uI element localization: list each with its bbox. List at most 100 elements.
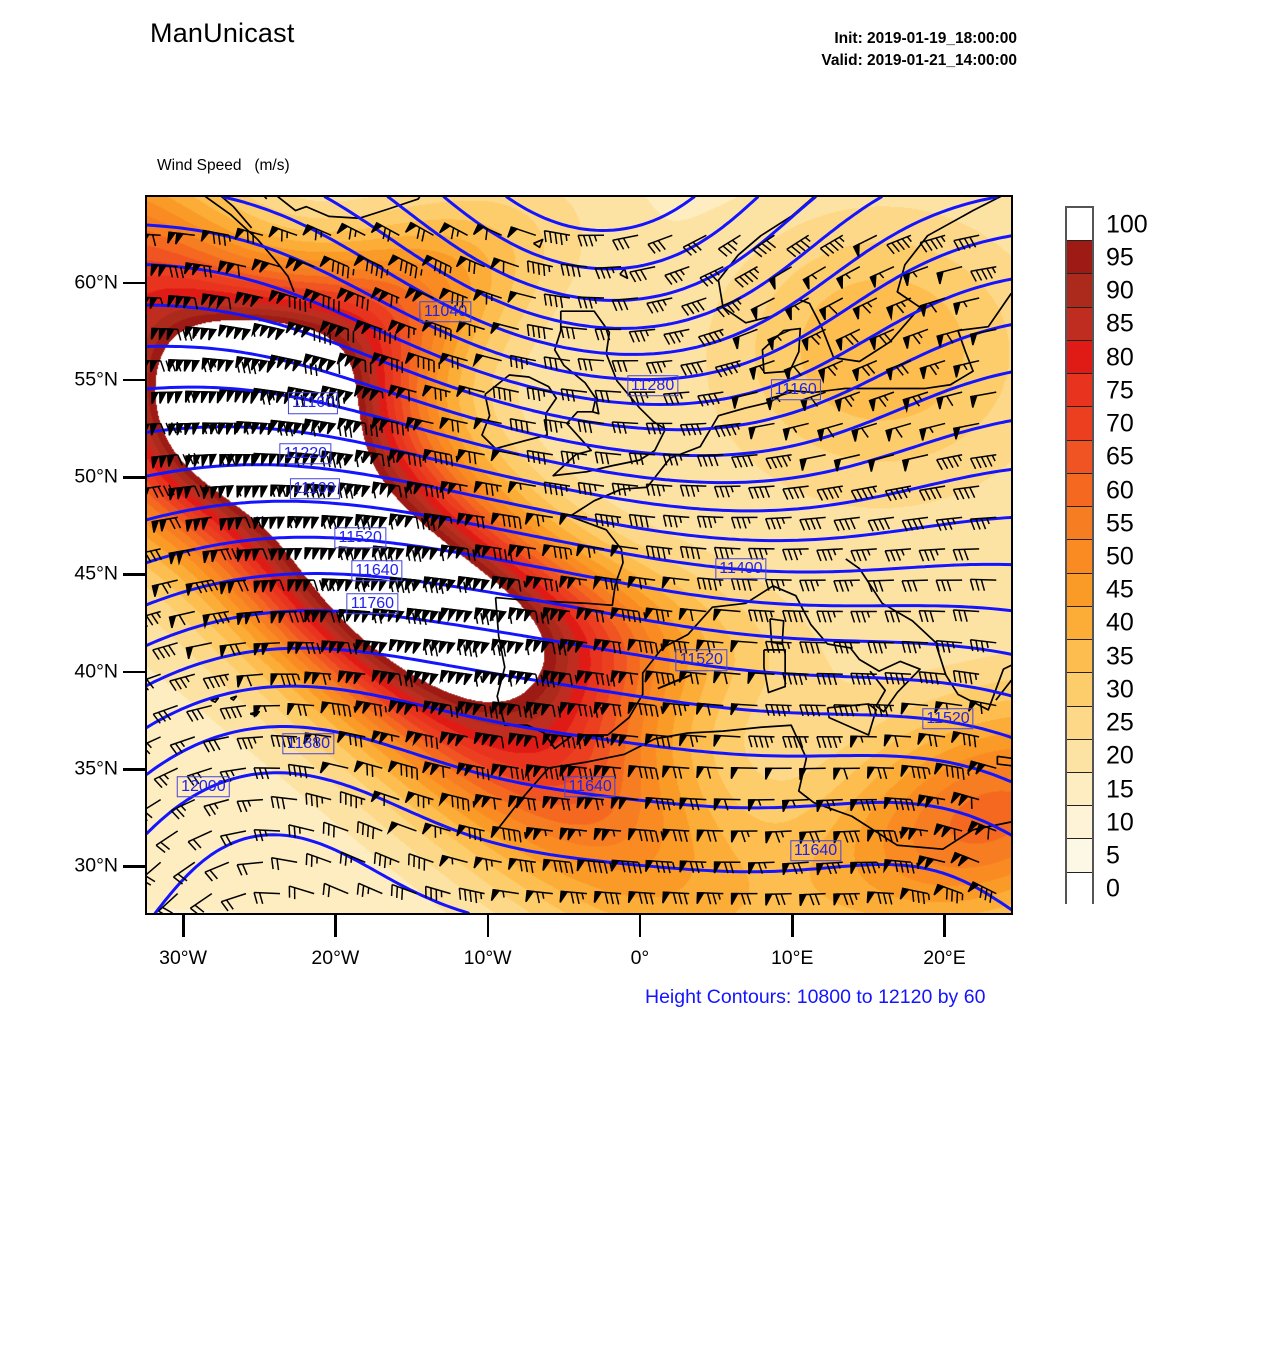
- wind-barb-full: [209, 869, 218, 880]
- wind-barb-full: [576, 265, 581, 278]
- wind-barb-full: [191, 710, 199, 721]
- wind-barb-full: [753, 548, 759, 560]
- wind-barb-full: [706, 830, 712, 842]
- wind-barb-full: [258, 767, 264, 780]
- wind-barb-full: [338, 362, 341, 375]
- wind-barb-full: [713, 486, 719, 498]
- wind-barb-full: [634, 391, 640, 404]
- wind-barb-full: [348, 228, 352, 240]
- wind-barb-full: [871, 862, 877, 874]
- wind-barb-full: [147, 812, 153, 819]
- wind-barb-pennant: [310, 453, 320, 466]
- wind-barb-full: [189, 907, 198, 913]
- wind-barb-half: [696, 485, 700, 493]
- wind-barb-pennant: [422, 576, 433, 589]
- wind-barb-full: [702, 516, 707, 528]
- colorbar-swatch: [1067, 839, 1092, 873]
- wind-barb-pennant: [429, 763, 441, 776]
- weather-map[interactable]: 11040 11160 11220 11100 11280 11160 11520 11640…: [145, 195, 1013, 915]
- wind-barb-pennant: [304, 547, 313, 560]
- wind-barb-full: [747, 455, 754, 467]
- wind-barb-half: [593, 235, 598, 242]
- wind-barb-full: [799, 704, 804, 717]
- wind-barb-pennant: [438, 792, 450, 807]
- wind-barb-pennant: [302, 224, 315, 236]
- wind-barb-shaft: [544, 418, 571, 425]
- wind-barb-half: [906, 486, 911, 493]
- wind-barb-pennant: [764, 767, 773, 780]
- wind-barb-full: [599, 390, 605, 403]
- wind-barb-full: [668, 454, 673, 466]
- colorbar-swatch: [1067, 772, 1092, 807]
- wind-barb-full: [906, 641, 912, 654]
- wind-barb-pennant: [473, 544, 484, 557]
- wind-barb-shaft: [936, 454, 963, 461]
- wind-barb-shaft: [817, 485, 843, 491]
- wind-barb-pennant: [696, 766, 705, 779]
- wind-barb-full: [548, 294, 553, 307]
- wind-barb-full: [786, 248, 797, 258]
- wind-barb-pennant: [661, 638, 671, 652]
- wind-barb-pennant: [952, 426, 961, 440]
- wind-barb-pennant: [917, 732, 927, 745]
- wind-barb-pennant: [404, 791, 416, 804]
- wind-barb-full: [291, 674, 297, 686]
- wind-barb-pennant: [210, 422, 219, 435]
- wind-barb-full: [724, 486, 730, 498]
- wind-barb-full: [288, 824, 291, 837]
- wind-barb-full: [543, 294, 547, 306]
- wind-barb-full: [844, 704, 849, 717]
- wind-barb-half: [662, 361, 666, 368]
- wind-barb-pennant: [576, 733, 586, 746]
- wind-barb-full: [758, 610, 764, 623]
- windspeed-colorbar[interactable]: [1065, 206, 1094, 906]
- wind-barb-pennant: [532, 702, 543, 715]
- wind-barb-full: [810, 642, 815, 654]
- wind-barb-shaft: [158, 893, 179, 912]
- wind-barb-full: [958, 488, 965, 500]
- wind-barb-pennant: [242, 293, 253, 306]
- wind-barb-full: [787, 610, 793, 623]
- wind-barb-full: [844, 580, 850, 592]
- wind-barb-full: [314, 228, 318, 241]
- wind-barb-full: [330, 611, 336, 623]
- wind-barb-full: [595, 798, 600, 811]
- wind-barb-full: [713, 547, 719, 559]
- wind-barb-full: [537, 326, 541, 339]
- wind-barb-pennant: [852, 242, 860, 257]
- wind-barb-shaft: [885, 548, 912, 552]
- wind-barb-half: [832, 364, 838, 371]
- wind-barb-pennant: [593, 890, 603, 903]
- wind-barb-pennant: [151, 455, 160, 469]
- wind-barb-pennant: [236, 612, 245, 626]
- wind-barb-full: [922, 767, 927, 780]
- wind-barb-full: [253, 829, 258, 842]
- wind-barb-full: [390, 294, 393, 307]
- wind-barb-half: [803, 736, 808, 744]
- wind-barb-pennant: [506, 640, 517, 653]
- wind-barb-full: [401, 423, 405, 436]
- wind-barb-shaft: [153, 704, 178, 715]
- wind-barb-half: [610, 266, 615, 274]
- wind-barb-shaft: [357, 820, 383, 832]
- contour-value-label: 11520: [334, 526, 386, 549]
- wind-barb-pennant: [326, 422, 337, 435]
- wind-barb-full: [661, 672, 665, 685]
- wind-barb-pennant: [395, 610, 405, 623]
- wind-barb-full: [535, 736, 539, 749]
- wind-barb-full: [622, 422, 627, 434]
- wind-barb-pennant: [883, 859, 893, 874]
- wind-barb-full: [953, 240, 961, 251]
- wind-barb-full: [219, 835, 227, 847]
- wind-barb-full: [577, 235, 583, 247]
- wind-barb-full: [510, 766, 514, 779]
- wind-barb-pennant: [258, 359, 269, 372]
- wind-barb-pennant: [404, 578, 414, 591]
- wind-barb-pennant: [490, 575, 501, 591]
- wind-barb-pennant: [226, 389, 236, 402]
- wind-barb-pennant: [747, 799, 756, 812]
- wind-barb-pennant: [310, 419, 321, 435]
- wind-barb-pennant: [191, 359, 201, 373]
- wind-barb-pennant: [268, 289, 280, 302]
- wind-barb-full: [293, 611, 300, 623]
